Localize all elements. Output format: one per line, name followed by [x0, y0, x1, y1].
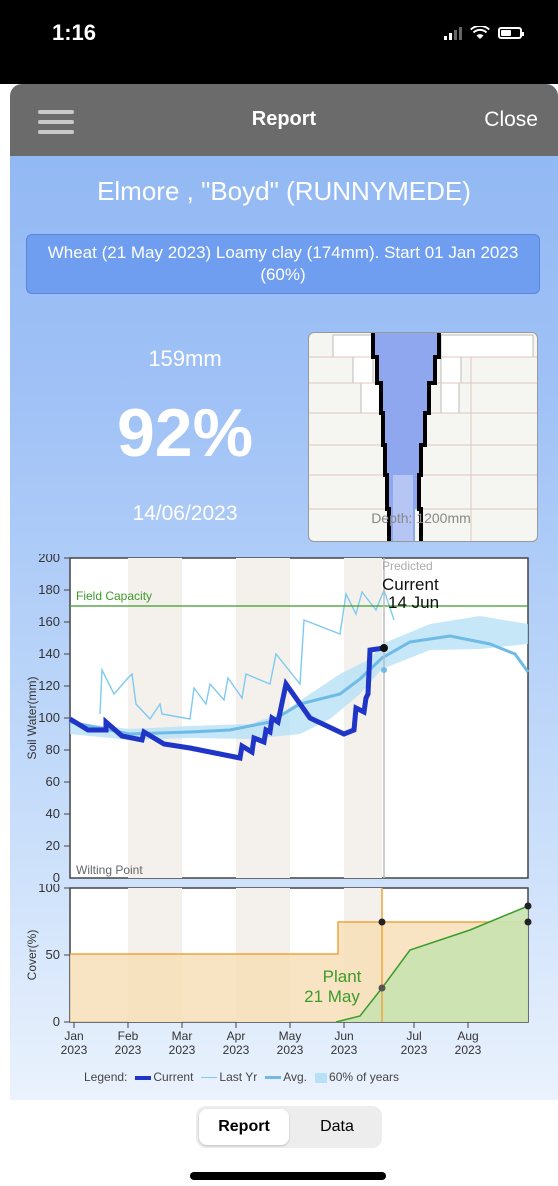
- y-tick-0: 0: [53, 870, 60, 884]
- predicted-label: Predicted: [382, 559, 433, 573]
- x-year-feb: 2023: [115, 1043, 142, 1057]
- farm-title: Elmore , "Boyd" (RUNNYMEDE): [97, 176, 471, 206]
- x-year-jan: 2023: [61, 1043, 88, 1057]
- tab-report[interactable]: Report: [199, 1109, 289, 1145]
- soil-water-chart[interactable]: 200 180 160 140 120 100 80 60 40 20 0 So…: [10, 554, 558, 884]
- cover-y-axis-label: Cover(%): [25, 930, 39, 981]
- depth-label: Depth: 1200mm: [371, 510, 471, 526]
- status-bar: 1:16: [0, 0, 558, 84]
- cover-y-tick-0: 0: [53, 1014, 60, 1029]
- battery-icon: [498, 27, 524, 39]
- legend-current: Current: [135, 1070, 193, 1084]
- x-month-jun: Jun: [334, 1029, 353, 1043]
- view-segmented-control: Report Data: [196, 1106, 382, 1148]
- chart-legend: Legend: Current Last Yr Avg. 60% of year…: [84, 1070, 399, 1084]
- report-screen: Report Close Elmore , "Boyd" (RUNNYMEDE)…: [10, 84, 558, 1100]
- wilting-point-label: Wilting Point: [76, 863, 143, 877]
- water-percent-value: 92%: [116, 395, 254, 471]
- field-capacity-label: Field Capacity: [76, 589, 152, 603]
- y-tick-140: 140: [38, 646, 60, 661]
- nav-bar: Report Close: [10, 84, 558, 156]
- report-date: 14/06/2023: [132, 502, 238, 525]
- soil-profile-diagram[interactable]: Depth: 1200mm: [308, 332, 538, 542]
- cover-y-tick-50: 50: [46, 947, 60, 962]
- tab-data[interactable]: Data: [320, 1118, 354, 1135]
- y-tick-180: 180: [38, 582, 60, 597]
- status-time: 1:16: [52, 20, 97, 45]
- x-year-may: 2023: [277, 1043, 304, 1057]
- cover-chart[interactable]: Plant 21 May 100 50 0 Cover(%) Jan 2023 …: [10, 884, 558, 1074]
- x-year-mar: 2023: [169, 1043, 196, 1057]
- x-month-mar: Mar: [172, 1029, 193, 1043]
- menu-icon[interactable]: [38, 110, 74, 134]
- x-month-may: May: [279, 1029, 302, 1043]
- x-month-apr: Apr: [227, 1029, 246, 1043]
- y-tick-120: 120: [38, 678, 60, 693]
- crop-info-button[interactable]: Wheat (21 May 2023) Loamy clay (174mm). …: [26, 234, 540, 294]
- cover-y-tick-100: 100: [38, 884, 60, 895]
- y-tick-200: 200: [38, 554, 60, 565]
- x-year-jun: 2023: [331, 1043, 358, 1057]
- plant-date-label: 21 May: [304, 987, 360, 1006]
- current-date-label: 14 Jun: [388, 593, 439, 612]
- x-year-aug: 2023: [455, 1043, 482, 1057]
- home-indicator: [190, 1172, 386, 1180]
- signal-icon: [444, 26, 462, 40]
- y-tick-160: 160: [38, 614, 60, 629]
- y-tick-60: 60: [46, 774, 60, 789]
- wifi-icon: [470, 26, 490, 39]
- y-tick-40: 40: [46, 806, 60, 821]
- x-month-aug: Aug: [457, 1029, 478, 1043]
- y-tick-20: 20: [46, 838, 60, 853]
- plant-label: Plant: [323, 967, 362, 986]
- close-button[interactable]: Close: [484, 108, 538, 131]
- y-tick-100: 100: [38, 710, 60, 725]
- legend-range: 60% of years: [315, 1070, 399, 1084]
- legend-title: Legend:: [84, 1070, 128, 1084]
- x-year-jul: 2023: [401, 1043, 428, 1057]
- status-icons: [444, 26, 524, 40]
- legend-last-yr: Last Yr: [201, 1070, 257, 1084]
- x-month-jan: Jan: [64, 1029, 83, 1043]
- x-month-jul: Jul: [406, 1029, 421, 1043]
- y-tick-80: 80: [46, 742, 60, 757]
- x-month-feb: Feb: [118, 1029, 139, 1043]
- x-year-apr: 2023: [223, 1043, 250, 1057]
- soil-profile-graphic: Depth: 1200mm: [309, 333, 537, 541]
- nav-title: Report: [251, 108, 317, 130]
- current-label: Current: [382, 575, 439, 594]
- water-mm-value: 159mm: [148, 346, 222, 371]
- soil-y-axis-label: Soil Water(mm): [25, 677, 39, 760]
- legend-avg: Avg.: [265, 1070, 307, 1084]
